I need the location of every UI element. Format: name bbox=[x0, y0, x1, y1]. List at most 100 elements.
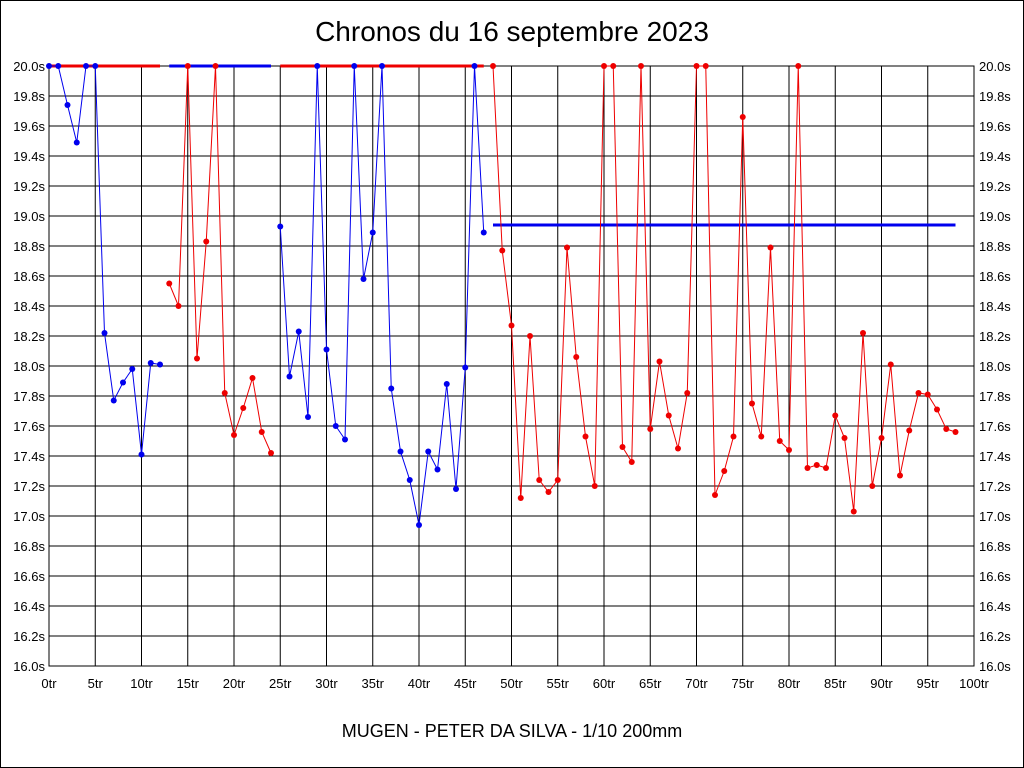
data-point bbox=[554, 477, 561, 483]
y-tick-label-left: 16.8s bbox=[13, 539, 45, 554]
data-point bbox=[897, 472, 903, 479]
x-tick-label: 45tr bbox=[454, 676, 477, 691]
data-point bbox=[332, 423, 339, 429]
data-point bbox=[665, 412, 672, 419]
data-point bbox=[231, 432, 237, 438]
x-tick-label: 10tr bbox=[130, 676, 153, 691]
x-tick-label: 85tr bbox=[824, 676, 847, 691]
data-point bbox=[693, 63, 700, 69]
y-tick-label-right: 16.4s bbox=[979, 599, 1011, 614]
data-point bbox=[702, 63, 709, 69]
data-point bbox=[277, 223, 284, 230]
data-point bbox=[379, 63, 385, 69]
data-point bbox=[573, 354, 580, 360]
data-point bbox=[360, 276, 367, 282]
data-point bbox=[684, 390, 691, 396]
data-point bbox=[739, 114, 746, 120]
data-point bbox=[712, 492, 718, 498]
data-point bbox=[878, 435, 885, 441]
data-point bbox=[887, 361, 894, 368]
data-point bbox=[471, 63, 478, 69]
data-point bbox=[240, 405, 247, 411]
data-point bbox=[499, 247, 506, 254]
data-point bbox=[545, 489, 552, 495]
data-point bbox=[860, 330, 866, 336]
data-point bbox=[416, 522, 422, 528]
y-tick-label-right: 19.6s bbox=[979, 119, 1011, 134]
y-tick-label-left: 16.0s bbox=[13, 659, 45, 674]
data-point bbox=[351, 63, 358, 69]
data-point bbox=[212, 63, 219, 69]
y-tick-label-right: 16.2s bbox=[979, 629, 1011, 644]
x-tick-label: 30tr bbox=[315, 676, 338, 691]
x-tick-label: 75tr bbox=[732, 676, 755, 691]
y-tick-label-left: 19.2s bbox=[13, 179, 45, 194]
data-point bbox=[591, 483, 598, 489]
data-point bbox=[83, 63, 89, 69]
data-point bbox=[730, 433, 737, 440]
y-tick-label-right: 18.0s bbox=[979, 359, 1011, 374]
data-point bbox=[675, 445, 681, 452]
data-point bbox=[601, 63, 607, 69]
data-point bbox=[915, 390, 922, 396]
data-point bbox=[175, 303, 182, 309]
data-point bbox=[582, 433, 589, 440]
y-tick-label-left: 16.6s bbox=[13, 569, 45, 584]
data-point bbox=[129, 366, 136, 372]
chart-title: Chronos du 16 septembre 2023 bbox=[315, 16, 709, 47]
y-tick-label-right: 18.8s bbox=[979, 239, 1011, 254]
x-tick-label: 5tr bbox=[88, 676, 104, 691]
data-point bbox=[767, 244, 774, 251]
data-point bbox=[508, 322, 515, 329]
data-point bbox=[758, 433, 765, 440]
data-point bbox=[943, 426, 950, 432]
y-tick-label-right: 17.8s bbox=[979, 389, 1011, 404]
y-tick-label-left: 17.8s bbox=[13, 389, 45, 404]
data-point bbox=[157, 361, 163, 368]
data-point bbox=[397, 448, 404, 455]
y-tick-label-right: 18.4s bbox=[979, 299, 1011, 314]
data-point bbox=[286, 373, 293, 380]
data-point bbox=[64, 102, 71, 108]
x-tick-label: 20tr bbox=[223, 676, 246, 691]
data-point bbox=[628, 459, 635, 465]
y-tick-label-left: 19.0s bbox=[13, 209, 45, 224]
x-tick-label: 90tr bbox=[870, 676, 893, 691]
data-point bbox=[749, 400, 755, 407]
data-point bbox=[295, 328, 302, 335]
y-tick-label-right: 18.6s bbox=[979, 269, 1011, 284]
data-point bbox=[443, 381, 450, 387]
x-tick-label: 40tr bbox=[408, 676, 431, 691]
x-tick-label: 70tr bbox=[685, 676, 708, 691]
data-point bbox=[110, 397, 117, 404]
data-point bbox=[480, 229, 487, 236]
data-point bbox=[656, 358, 663, 365]
x-tick-label: 25tr bbox=[269, 676, 292, 691]
data-point bbox=[138, 451, 145, 458]
data-point bbox=[101, 330, 108, 336]
y-tick-label-left: 18.6s bbox=[13, 269, 45, 284]
y-tick-label-right: 17.0s bbox=[979, 509, 1011, 524]
y-tick-label-right: 17.6s bbox=[979, 419, 1011, 434]
data-point bbox=[536, 477, 543, 483]
data-point bbox=[323, 346, 330, 353]
data-point bbox=[638, 63, 644, 69]
data-point bbox=[832, 412, 839, 419]
data-point bbox=[564, 244, 570, 251]
y-tick-label-left: 19.8s bbox=[13, 89, 45, 104]
data-point bbox=[194, 355, 200, 362]
data-point bbox=[823, 465, 829, 471]
data-point bbox=[869, 483, 876, 489]
y-tick-label-left: 17.4s bbox=[13, 449, 45, 464]
data-point bbox=[314, 63, 321, 69]
x-tick-label: 60tr bbox=[593, 676, 616, 691]
data-point bbox=[804, 465, 811, 471]
x-tick-label: 50tr bbox=[500, 676, 523, 691]
data-point bbox=[55, 63, 62, 69]
y-tick-label-left: 17.6s bbox=[13, 419, 45, 434]
data-point bbox=[434, 466, 441, 473]
data-point bbox=[619, 444, 626, 450]
data-point bbox=[268, 450, 274, 456]
data-point bbox=[517, 495, 524, 501]
data-point bbox=[813, 462, 820, 468]
